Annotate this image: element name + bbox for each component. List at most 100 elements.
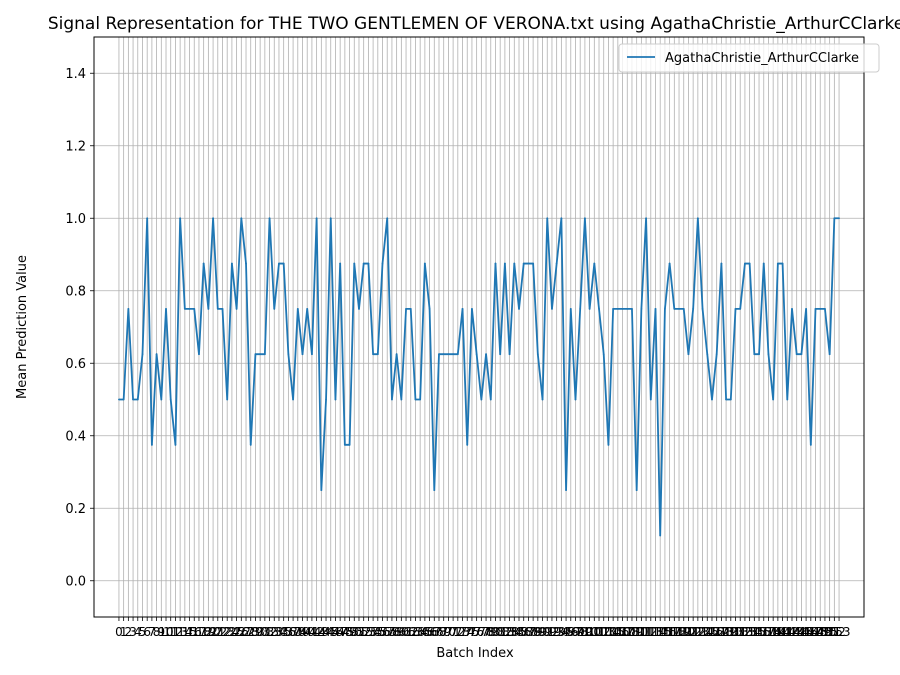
data-point [664, 307, 666, 310]
data-point [631, 307, 633, 310]
data-point [160, 398, 163, 401]
x-tick-label: 85 [511, 625, 526, 639]
data-point [569, 307, 572, 310]
y-tick-label: 0.8 [65, 284, 86, 299]
data-point [485, 353, 487, 356]
x-tick-label: 67 [427, 625, 442, 639]
x-tick-label: 24 [224, 625, 239, 639]
data-point [122, 398, 125, 401]
x-tick-label: 97 [568, 625, 583, 639]
data-point [165, 307, 167, 310]
data-point [734, 307, 737, 310]
y-tick-label: 0.6 [65, 357, 86, 372]
x-tick-label: 72 [450, 625, 465, 639]
data-point [325, 398, 327, 401]
x-tick-label: 89 [530, 625, 545, 639]
x-tick-label: 86 [516, 625, 531, 639]
x-tick-label: 114 [644, 625, 667, 639]
x-tick-label: 52 [356, 625, 371, 639]
data-point [621, 307, 624, 310]
x-tick-label: 59 [389, 625, 404, 639]
x-tick-label: 23 [220, 625, 235, 639]
x-tick-label: 120 [672, 625, 695, 639]
data-point [409, 307, 412, 310]
data-point [259, 353, 262, 356]
x-tick-label: 38 [290, 625, 305, 639]
data-point [438, 353, 440, 356]
x-tick-label: 62 [403, 625, 418, 639]
data-point [447, 353, 450, 356]
data-point [744, 262, 746, 265]
x-tick-label: 98 [573, 625, 588, 639]
x-tick-label: 19 [201, 625, 216, 639]
x-tick-label: 49 [342, 625, 357, 639]
x-axis-label: Batch Index [436, 646, 514, 661]
data-point [358, 307, 360, 310]
x-tick-label: 26 [234, 625, 249, 639]
data-point [198, 353, 200, 356]
x-tick-label: 90 [535, 625, 550, 639]
data-point [687, 353, 690, 356]
data-point [207, 307, 210, 310]
x-tick-label: 151 [818, 625, 841, 639]
data-point [776, 262, 779, 265]
data-point [833, 217, 836, 220]
data-point [706, 353, 709, 356]
data-point [546, 217, 549, 220]
data-point [179, 217, 182, 220]
data-point [471, 307, 473, 310]
data-point [353, 262, 356, 265]
x-tick-label: 25 [229, 625, 244, 639]
data-point [748, 262, 751, 265]
data-point [320, 489, 323, 492]
x-tick-label: 116 [653, 625, 676, 639]
data-point [696, 217, 699, 220]
x-tick-label: 36 [281, 625, 296, 639]
data-point [701, 307, 704, 310]
data-point [136, 398, 139, 401]
x-tick-label: 58 [384, 625, 399, 639]
x-tick-label: 18 [196, 625, 211, 639]
x-tick-label: 80 [488, 625, 503, 639]
x-tick-label: 12 [168, 625, 183, 639]
x-tick-label: 7 [148, 625, 156, 639]
x-tick-label: 119 [668, 625, 691, 639]
data-point [311, 353, 313, 356]
x-tick-label: 10 [158, 625, 173, 639]
data-point [715, 353, 718, 356]
x-tick-label: 0 [115, 625, 123, 639]
data-point [668, 262, 671, 265]
data-point [466, 443, 469, 446]
data-point [273, 307, 276, 310]
data-point [645, 217, 647, 220]
data-point [254, 353, 257, 356]
x-tick-label: 74 [460, 625, 475, 639]
data-point [574, 398, 577, 401]
y-tick-label: 0.2 [65, 502, 86, 517]
x-axis-ticks: 0123456789101112131415161718192021222324… [115, 617, 851, 639]
data-point [188, 307, 191, 310]
data-point [381, 262, 384, 265]
x-tick-label: 82 [497, 625, 512, 639]
x-tick-label: 137 [752, 625, 775, 639]
x-tick-label: 96 [563, 625, 578, 639]
series-line [118, 217, 840, 537]
data-point [814, 307, 817, 310]
data-point [452, 353, 455, 356]
x-tick-label: 132 [729, 625, 752, 639]
x-tick-label: 81 [493, 625, 508, 639]
x-tick-label: 140 [766, 625, 789, 639]
data-point [791, 307, 793, 310]
data-point [405, 307, 407, 310]
x-tick-label: 101 [583, 625, 606, 639]
x-tick-label: 75 [464, 625, 479, 639]
x-tick-label: 8 [153, 625, 161, 639]
data-point [819, 307, 822, 310]
data-point [419, 398, 422, 401]
data-point [513, 262, 516, 265]
data-point [767, 353, 770, 356]
data-point [216, 307, 219, 310]
x-tick-label: 32 [262, 625, 277, 639]
x-tick-label: 145 [790, 625, 813, 639]
x-tick-label: 125 [696, 625, 719, 639]
